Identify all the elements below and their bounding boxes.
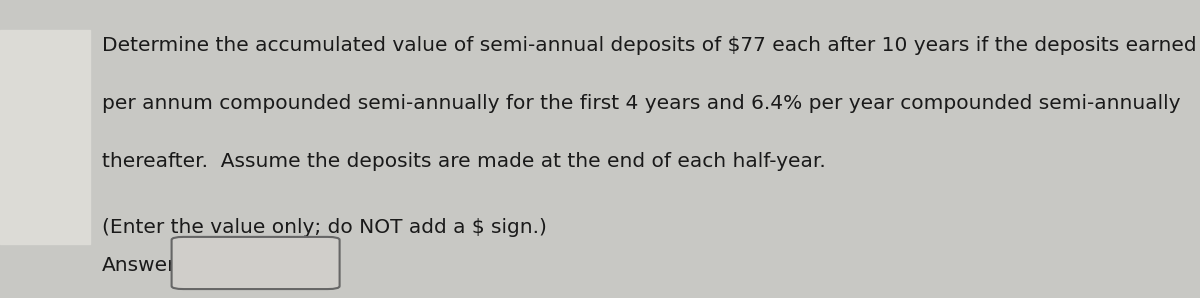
- Text: Determine the accumulated value of semi-annual deposits of $77 each after 10 yea: Determine the accumulated value of semi-…: [102, 36, 1200, 55]
- Bar: [0, 30, 90, 244]
- Text: thereafter.  Assume the deposits are made at the end of each half-year.: thereafter. Assume the deposits are made…: [102, 152, 826, 171]
- Text: per annum compounded semi-annually for the first 4 years and 6.4% per year compo: per annum compounded semi-annually for t…: [102, 94, 1181, 113]
- Text: Answer:: Answer:: [102, 256, 182, 275]
- FancyBboxPatch shape: [172, 237, 340, 289]
- Text: (Enter the value only; do NOT add a $ sign.): (Enter the value only; do NOT add a $ si…: [102, 218, 547, 237]
